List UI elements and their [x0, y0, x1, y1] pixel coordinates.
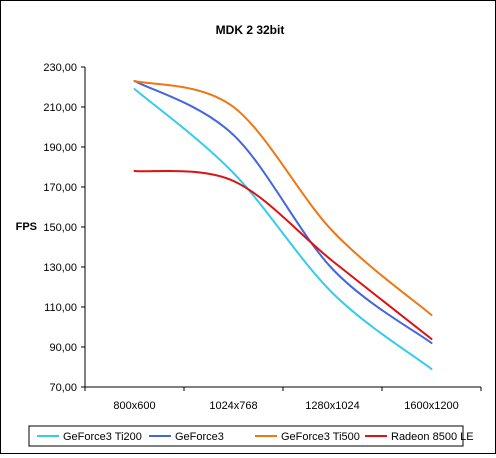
chart-title: MDK 2 32bit	[216, 23, 285, 37]
y-tick-label: 170,00	[43, 182, 77, 194]
legend-box	[28, 425, 464, 447]
series-line-1	[133, 80, 433, 344]
y-tick-label: 230,00	[43, 62, 77, 74]
x-axis-ticks: 800x600 1024x768 1280x1024 1600x1200	[84, 387, 482, 412]
x-tick-label: 1280x1024	[305, 400, 359, 412]
y-tick-label: 190,00	[43, 142, 77, 154]
y-tick-label: 90,00	[49, 342, 77, 354]
legend-label: GeForce3 Ti200	[63, 431, 142, 443]
y-axis-label: FPS	[16, 221, 37, 233]
y-tick-label: 70,00	[49, 382, 77, 394]
x-tick-label: 1024x768	[209, 400, 257, 412]
y-tick-label: 110,00	[44, 302, 77, 314]
series-line-3	[133, 169, 433, 340]
y-tick-label: 210,00	[43, 102, 77, 114]
y-tick-label: 130,00	[43, 262, 77, 274]
series-lines	[133, 80, 433, 370]
y-axis-ticks: 70,00 90,00 110,00 130,00 150,00 170,00 190,00…	[43, 62, 85, 394]
series-line-2	[133, 80, 433, 316]
legend-label: Radeon 8500 LE	[391, 431, 474, 443]
x-tick-label: 1600x1200	[404, 400, 458, 412]
y-tick-label: 150,00	[43, 222, 77, 234]
x-tick-label: 800x600	[113, 400, 155, 412]
legend-label: GeForce3 Ti500	[281, 431, 360, 443]
legend: GeForce3 Ti200 GeForce3 GeForce3 Ti500 Rade…	[28, 425, 474, 447]
series-line-0	[133, 88, 433, 370]
axes	[84, 67, 481, 388]
legend-label: GeForce3	[175, 431, 224, 443]
